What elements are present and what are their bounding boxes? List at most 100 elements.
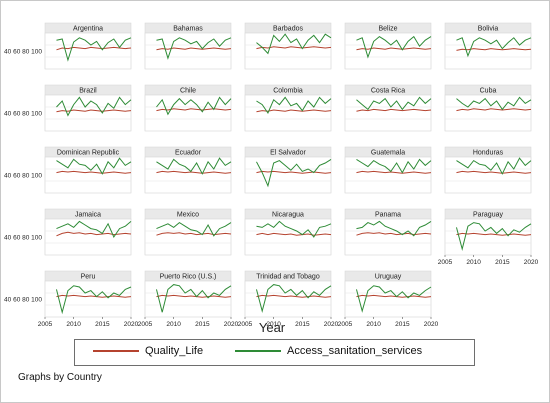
panel-plot-area-bolivia <box>444 32 532 70</box>
x-tick-label-puerto-rico-u-s-2015: 2015 <box>195 321 210 328</box>
series-line-argentina-access-sanitation-services <box>56 37 132 62</box>
series-line-costa-rica-quality-life <box>356 108 432 112</box>
panel-title-colombia: Colombia <box>273 88 303 95</box>
series-line-dominican-republic-access-sanitation-services <box>56 157 132 175</box>
panel-plot-area-panama <box>344 218 432 256</box>
x-tick-label-puerto-rico-u-s-2005: 2005 <box>138 321 153 328</box>
panel-title-chile: Chile <box>180 88 196 95</box>
x-tick-label-peru-2005: 2005 <box>38 321 53 328</box>
x-tick-label-trinidad-and-tobago-2015: 2015 <box>295 321 310 328</box>
panel-plot-area-belize <box>344 32 432 70</box>
x-tick-label-paraguay-2010: 2010 <box>466 259 481 266</box>
series-line-trinidad-and-tobago-access-sanitation-services <box>255 284 332 313</box>
legend-item-access-sanitation: Access_sanitation_services <box>235 345 422 357</box>
series-line-argentina-quality-life <box>56 46 132 51</box>
panel-title-jamaica: Jamaica <box>75 212 101 219</box>
series-line-jamaica-access-sanitation-services <box>56 220 132 239</box>
series-line-nicaragua-access-sanitation-services <box>256 220 332 238</box>
x-tick-label-trinidad-and-tobago-2005: 2005 <box>238 321 253 328</box>
panel-plot-area-jamaica <box>44 218 132 256</box>
series-line-cuba-access-sanitation-services <box>456 96 532 111</box>
panel-title-el-salvador: El Salvador <box>270 150 306 157</box>
panel-title-brazil: Brazil <box>79 88 97 95</box>
legend-swatch-access-sanitation <box>235 350 281 352</box>
series-line-panama-access-sanitation-services <box>356 220 432 237</box>
series-line-belize-access-sanitation-services <box>356 35 432 59</box>
graphs-by-note: Graphs by Country <box>18 372 102 383</box>
series-line-bolivia-quality-life <box>456 48 532 51</box>
panel-plot-area-guatemala <box>344 156 432 194</box>
series-line-guatemala-access-sanitation-services <box>356 158 432 174</box>
series-line-peru-quality-life <box>56 294 132 298</box>
panel-title-panama: Panama <box>375 212 401 219</box>
legend-swatch-quality-life <box>93 350 139 352</box>
series-line-nicaragua-quality-life <box>256 232 332 236</box>
panel-title-bahamas: Bahamas <box>173 26 203 33</box>
y-tick-labels-dominican-republic: 40 60 80 100 <box>4 172 42 179</box>
series-line-paraguay-access-sanitation-services <box>455 222 532 251</box>
x-tick-label-trinidad-and-tobago-2020: 2020 <box>324 321 339 328</box>
panel-plot-area-bahamas <box>144 32 232 70</box>
series-line-bahamas-quality-life <box>156 47 232 51</box>
x-axis-title: Year <box>259 320 286 335</box>
x-tick-label-uruguay-2010: 2010 <box>366 321 381 328</box>
series-line-el-salvador-access-sanitation-services <box>256 158 332 188</box>
panel-plot-area-el-salvador <box>244 156 332 194</box>
panel-title-costa-rica: Costa Rica <box>371 88 405 95</box>
series-line-ecuador-access-sanitation-services <box>156 157 232 175</box>
series-line-puerto-rico-u-s-quality-life <box>156 294 232 298</box>
series-line-paraguay-quality-life <box>456 232 532 236</box>
panel-plot-area-paraguay <box>444 218 532 256</box>
series-line-colombia-access-sanitation-services <box>256 96 332 115</box>
panel-title-mexico: Mexico <box>177 212 199 219</box>
x-tick-label-peru-2020: 2020 <box>124 321 139 328</box>
legend-label-access-sanitation: Access_sanitation_services <box>287 345 423 357</box>
panel-title-peru: Peru <box>81 274 96 281</box>
series-line-puerto-rico-u-s-access-sanitation-services <box>155 284 232 313</box>
panel-plot-area-trinidad-and-tobago <box>244 280 332 318</box>
series-line-uruguay-quality-life <box>356 294 432 298</box>
series-line-cuba-quality-life <box>456 108 532 112</box>
panel-title-argentina: Argentina <box>73 26 103 33</box>
panel-title-honduras: Honduras <box>473 150 504 157</box>
panel-plot-area-brazil <box>44 94 132 132</box>
panel-title-bolivia: Bolivia <box>478 26 499 33</box>
series-line-honduras-access-sanitation-services <box>456 157 532 175</box>
panel-plot-area-dominican-republic <box>44 156 132 194</box>
panel-title-dominican-republic: Dominican Republic <box>57 150 120 157</box>
panel-title-puerto-rico-u-s: Puerto Rico (U.S.) <box>160 274 217 281</box>
series-line-dominican-republic-quality-life <box>56 170 132 174</box>
x-tick-label-peru-2010: 2010 <box>66 321 81 328</box>
series-line-honduras-quality-life <box>456 170 532 174</box>
panel-plot-area-mexico <box>144 218 232 256</box>
legend-item-quality-life: Quality_Life <box>93 345 203 357</box>
panel-title-ecuador: Ecuador <box>175 150 202 157</box>
panel-title-cuba: Cuba <box>480 88 497 95</box>
y-tick-labels-jamaica: 40 60 80 100 <box>4 234 42 241</box>
series-line-ecuador-quality-life <box>156 170 232 174</box>
series-line-el-salvador-quality-life <box>256 170 332 174</box>
y-tick-labels-brazil: 40 60 80 100 <box>4 110 42 117</box>
panel-title-belize: Belize <box>378 26 397 33</box>
x-tick-label-paraguay-2005: 2005 <box>438 259 453 266</box>
series-line-bahamas-access-sanitation-services <box>156 37 232 60</box>
series-line-mexico-quality-life <box>156 232 232 236</box>
series-line-brazil-quality-life <box>56 109 132 113</box>
x-tick-label-puerto-rico-u-s-2020: 2020 <box>224 321 239 328</box>
series-line-brazil-access-sanitation-services <box>56 96 132 117</box>
panel-title-trinidad-and-tobago: Trinidad and Tobago <box>256 274 320 281</box>
series-line-uruguay-access-sanitation-services <box>355 285 432 313</box>
series-line-mexico-access-sanitation-services <box>156 221 232 237</box>
x-tick-label-uruguay-2015: 2015 <box>395 321 410 328</box>
panel-title-guatemala: Guatemala <box>371 150 405 157</box>
series-line-chile-access-sanitation-services <box>156 96 232 116</box>
series-line-costa-rica-access-sanitation-services <box>356 96 432 111</box>
x-tick-label-trinidad-and-tobago-2010: 2010 <box>266 321 281 328</box>
panel-title-uruguay: Uruguay <box>375 274 402 281</box>
panel-plot-area-argentina <box>44 32 132 70</box>
series-line-bolivia-access-sanitation-services <box>456 37 532 58</box>
x-tick-label-peru-2015: 2015 <box>95 321 110 328</box>
series-line-guatemala-quality-life <box>356 170 432 174</box>
x-tick-label-paraguay-2020: 2020 <box>524 259 539 266</box>
